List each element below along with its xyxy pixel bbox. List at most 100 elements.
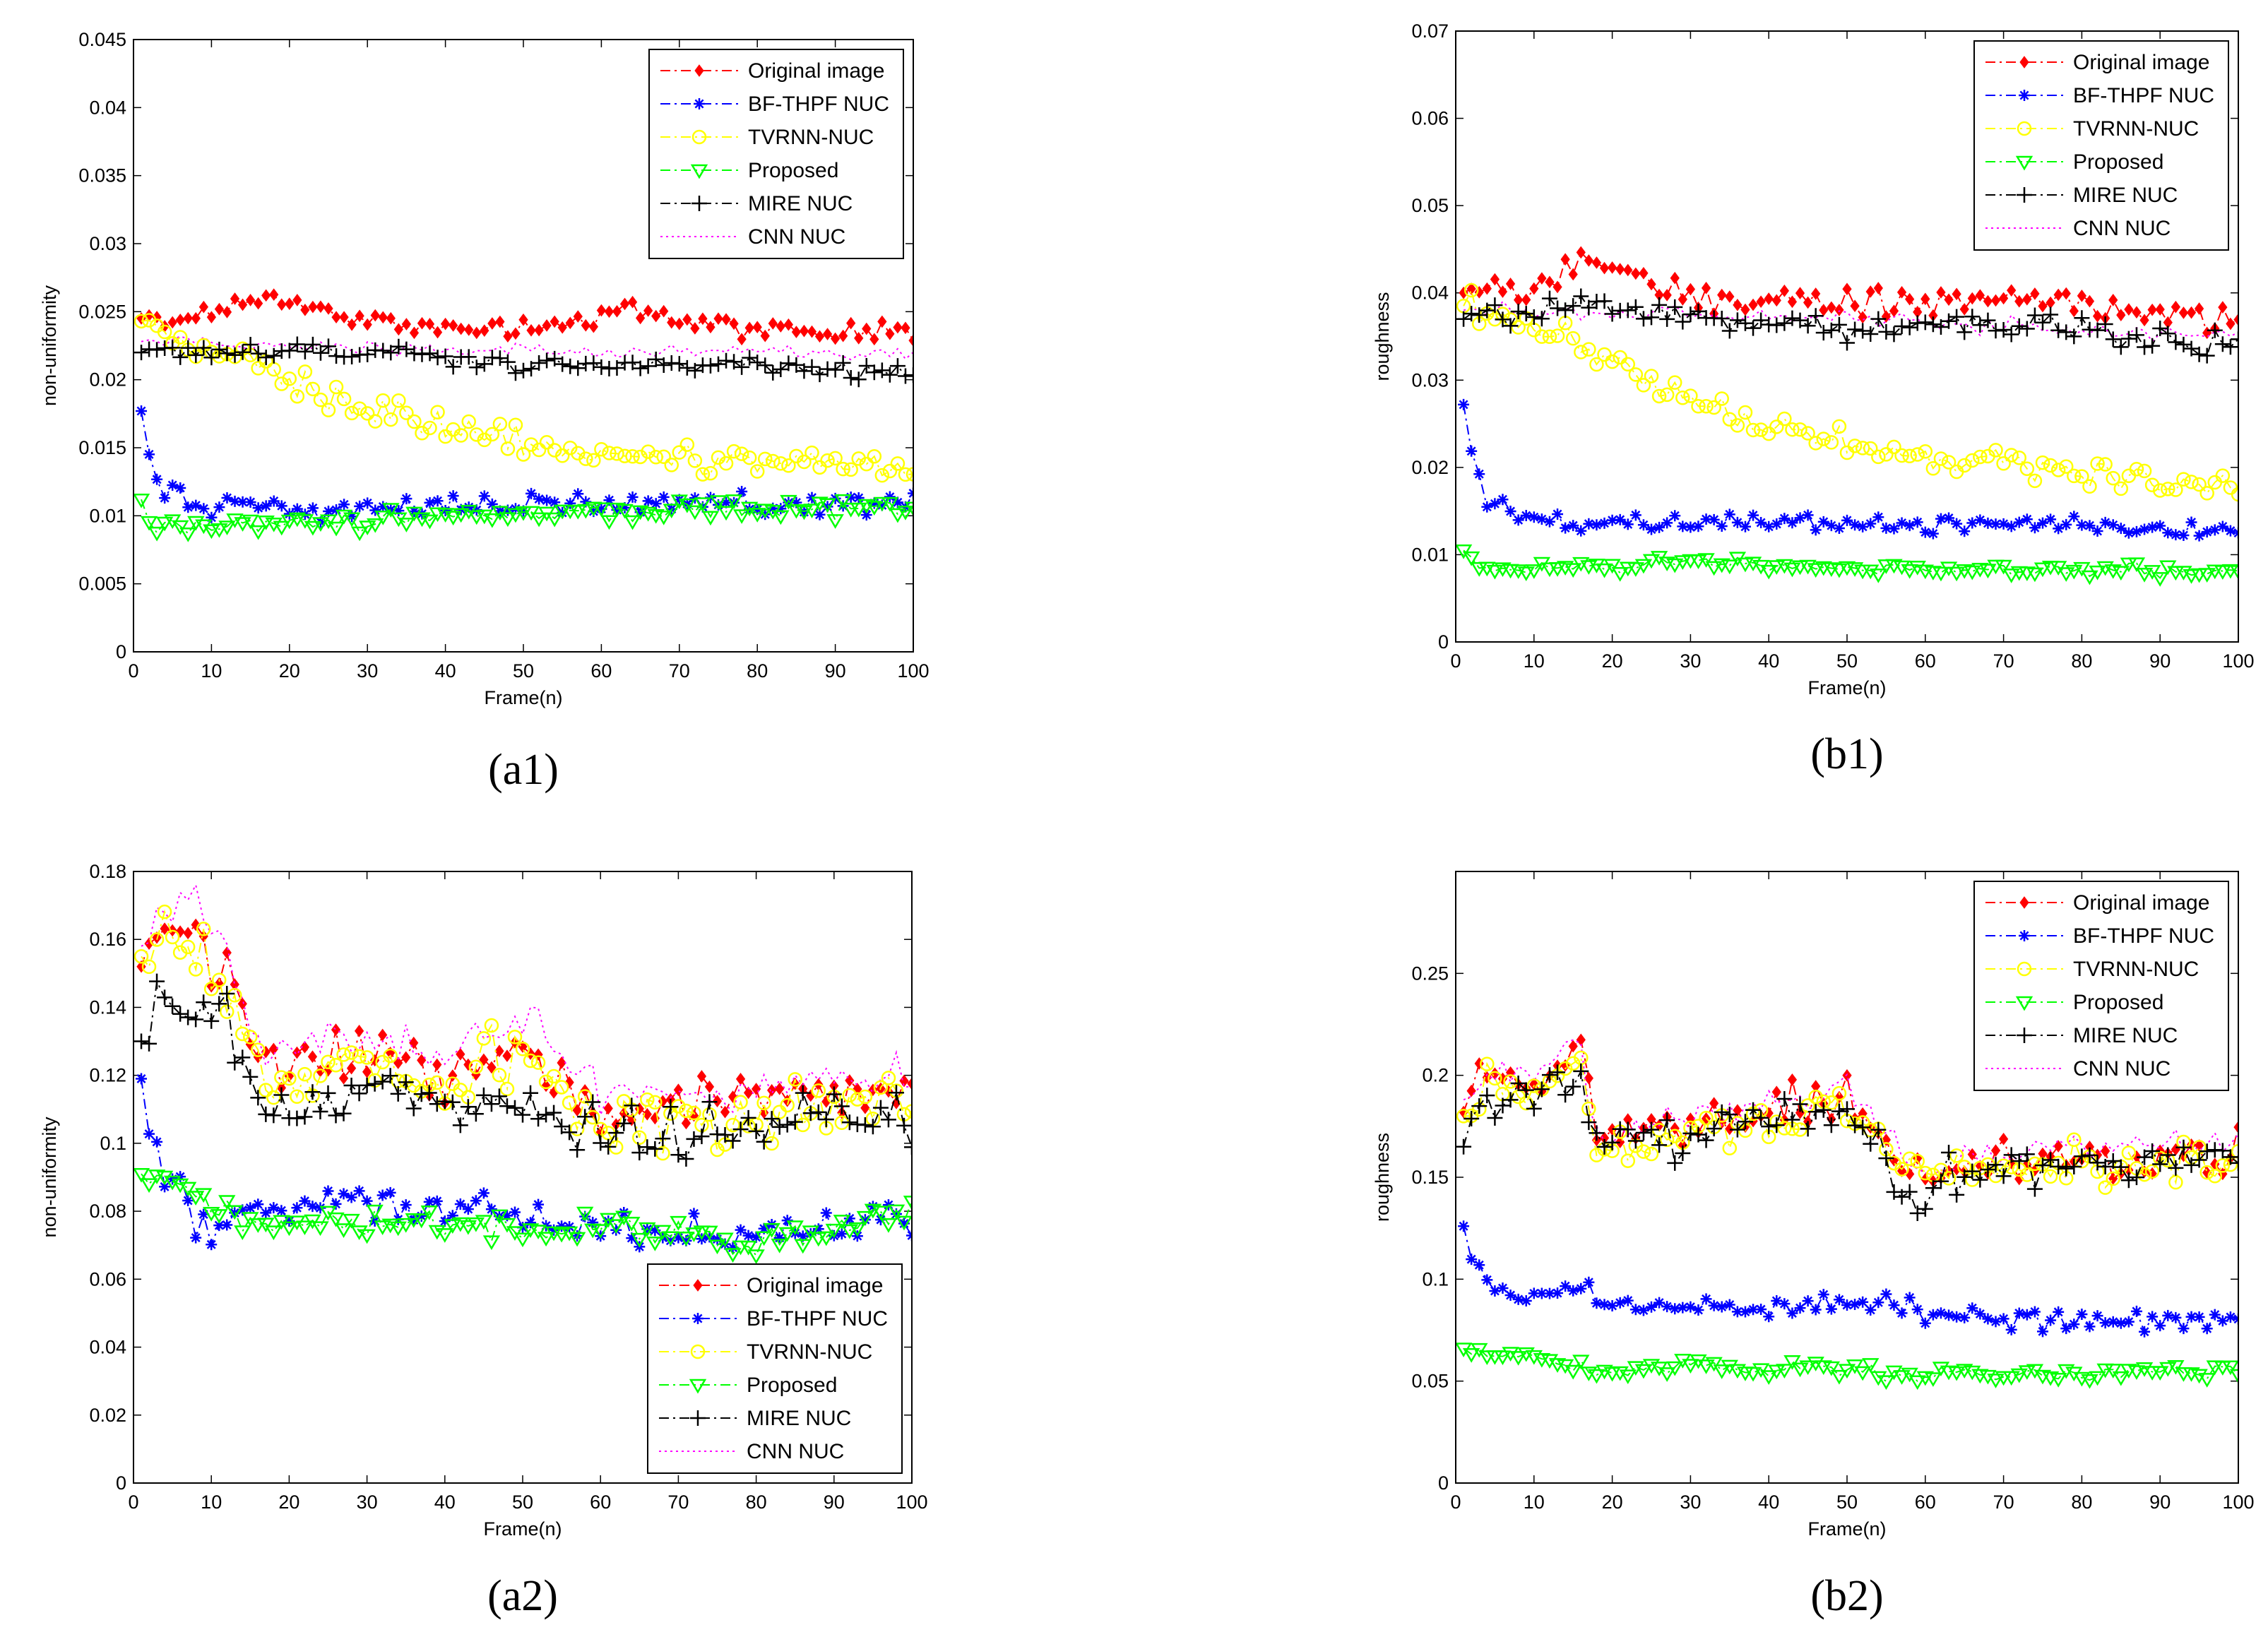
data-point-mire-nuc xyxy=(2026,1181,2043,1197)
data-point-bf-thpf-nuc xyxy=(1919,526,1931,538)
data-point-mire-nuc xyxy=(779,1117,795,1133)
data-point-proposed xyxy=(1853,1366,1872,1381)
data-point-bf-thpf-nuc xyxy=(2107,519,2119,531)
data-point-mire-nuc xyxy=(1972,317,1988,333)
data-point-proposed xyxy=(1862,1358,1880,1373)
data-point-bf-thpf-nuc xyxy=(588,506,600,518)
data-point-bf-thpf-nuc xyxy=(2005,520,2017,532)
data-point-mire-nuc xyxy=(531,355,547,371)
y-tick-label: 0.025 xyxy=(78,301,126,322)
data-point-mire-nuc xyxy=(1706,1121,1722,1137)
legend-entry-original-image: Original image xyxy=(659,1274,883,1297)
data-point-proposed xyxy=(809,1232,827,1247)
data-point-proposed xyxy=(1721,1359,1738,1375)
data-point-mire-nuc xyxy=(1807,308,1824,324)
data-point-mire-nuc xyxy=(360,346,376,362)
data-point-proposed xyxy=(2002,568,2020,583)
legend-entry-mire-nuc: MIRE NUC xyxy=(659,1407,851,1430)
data-point-proposed xyxy=(740,1240,757,1256)
data-point-proposed xyxy=(1987,1374,2005,1388)
data-point-tvrnn-nuc xyxy=(1957,458,1972,473)
data-point-tvrnn-nuc xyxy=(383,1048,398,1064)
data-point-bf-thpf-nuc xyxy=(1935,513,1947,525)
data-point-bf-thpf-nuc xyxy=(1990,518,2002,530)
data-point-mire-nuc xyxy=(180,340,196,356)
data-point-bf-thpf-nuc xyxy=(1849,519,1861,531)
data-point-mire-nuc xyxy=(904,1139,912,1155)
data-point-proposed xyxy=(1713,1364,1730,1379)
axes-frame xyxy=(1455,871,2239,1484)
data-point-mire-nuc xyxy=(1855,323,1871,339)
data-point-original-image xyxy=(1905,292,1915,306)
data-point-bf-thpf-nuc xyxy=(252,502,264,514)
data-point-tvrnn-nuc xyxy=(1511,320,1526,335)
data-point-tvrnn-nuc xyxy=(1488,1071,1502,1086)
data-point-proposed xyxy=(280,1221,298,1237)
legend-label: Proposed xyxy=(2073,150,2163,174)
data-point-bf-thpf-nuc xyxy=(650,498,662,510)
data-point-original-image xyxy=(767,1084,777,1097)
data-point-bf-thpf-nuc xyxy=(1747,1304,1759,1316)
data-point-mire-nuc xyxy=(1807,1104,1824,1120)
data-point-proposed xyxy=(358,1229,376,1244)
data-point-original-image xyxy=(557,1056,566,1069)
y-tick-label: 0.02 xyxy=(89,1405,126,1426)
data-point-mire-nuc xyxy=(391,338,407,355)
data-point-proposed xyxy=(1901,1367,1918,1383)
data-point-proposed xyxy=(1494,1350,1512,1366)
data-point-mire-nuc xyxy=(648,351,664,367)
legend-entry-original-image: Original image xyxy=(1985,891,2209,915)
data-point-bf-thpf-nuc xyxy=(525,1217,537,1229)
data-point-proposed xyxy=(616,504,634,519)
data-point-tvrnn-nuc xyxy=(172,330,188,345)
data-point-mire-nuc xyxy=(383,345,399,361)
data-point-mire-nuc xyxy=(1627,1133,1644,1149)
data-point-tvrnn-nuc xyxy=(165,929,180,945)
data-point-proposed xyxy=(1744,1367,1762,1382)
data-point-mire-nuc xyxy=(1949,309,1965,325)
x-tick-label: 100 xyxy=(897,660,929,681)
data-point-original-image xyxy=(268,1042,278,1056)
data-point-bf-thpf-nuc xyxy=(642,495,654,507)
legend-entry-tvrnn-nuc: TVRNN-NUC xyxy=(660,126,874,149)
data-point-mire-nuc xyxy=(141,1035,158,1052)
data-point-bf-thpf-nuc xyxy=(167,480,179,492)
y-tick-label: 0.1 xyxy=(100,1133,126,1154)
data-point-mire-nuc xyxy=(413,1086,429,1102)
data-point-proposed xyxy=(1462,1348,1480,1363)
data-point-proposed xyxy=(506,508,525,523)
data-point-bf-thpf-nuc xyxy=(1817,516,1829,528)
data-point-bf-thpf-nuc xyxy=(400,493,412,505)
data-point-tvrnn-nuc xyxy=(1557,1061,1573,1076)
data-point-bf-thpf-nuc xyxy=(1622,1294,1634,1306)
data-point-tvrnn-nuc xyxy=(2043,1169,2058,1184)
data-point-original-image xyxy=(1576,246,1586,259)
y-tick-label: 0.2 xyxy=(1422,1065,1449,1086)
data-point-mire-nuc xyxy=(1737,1114,1753,1130)
data-point-original-image xyxy=(300,303,310,316)
data-point-bf-thpf-nuc xyxy=(845,491,857,503)
data-point-original-image xyxy=(1944,293,1954,306)
data-point-proposed xyxy=(350,1225,368,1241)
data-point-proposed xyxy=(475,509,493,525)
data-point-proposed xyxy=(889,508,907,523)
legend-entry-mire-nuc: MIRE NUC xyxy=(1985,184,2178,207)
data-point-proposed xyxy=(366,1204,384,1220)
data-point-tvrnn-nuc xyxy=(274,376,290,391)
data-point-proposed xyxy=(1525,564,1543,579)
data-point-mire-nuc xyxy=(671,356,687,372)
data-point-mire-nuc xyxy=(1675,314,1691,330)
data-point-bf-thpf-nuc xyxy=(1536,1287,1548,1299)
data-point-bf-thpf-nuc xyxy=(773,1232,785,1244)
data-point-bf-thpf-nuc xyxy=(338,1188,350,1200)
data-point-tvrnn-nuc xyxy=(843,462,858,477)
data-point-mire-nuc xyxy=(1855,1119,1871,1136)
data-point-tvrnn-nuc xyxy=(2082,479,2097,494)
data-point-mire-nuc xyxy=(165,340,181,356)
data-point-mire-nuc xyxy=(717,1126,733,1143)
data-point-original-image xyxy=(316,300,326,314)
data-point-mire-nuc xyxy=(756,1133,772,1150)
data-point-proposed xyxy=(257,1218,275,1233)
y-tick-label: 0.045 xyxy=(78,29,126,50)
y-tick-label: 0 xyxy=(116,641,126,662)
